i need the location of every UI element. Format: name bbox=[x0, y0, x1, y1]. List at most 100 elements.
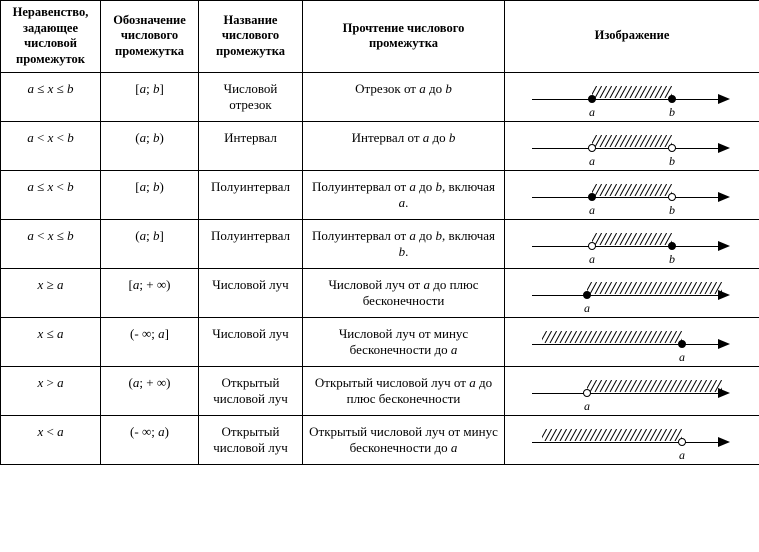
table-row: a < x < b(a; b)ИнтервалИнтервал от a до … bbox=[1, 121, 759, 170]
arrowhead-icon bbox=[718, 192, 730, 202]
endpoint-a bbox=[678, 340, 686, 348]
arrowhead-icon bbox=[718, 94, 730, 104]
number-line-diagram: ab bbox=[532, 126, 732, 168]
endpoint-a bbox=[583, 291, 591, 299]
cell-notation: (- ∞; a] bbox=[101, 317, 199, 366]
endpoint-a-label: a bbox=[586, 105, 598, 120]
cell-notation: (a; b) bbox=[101, 121, 199, 170]
endpoint-a-label: a bbox=[676, 350, 688, 365]
intervals-table: Неравенство, задающее числовой промежуто… bbox=[0, 0, 759, 465]
cell-image: ab bbox=[505, 170, 759, 219]
number-line-diagram: a bbox=[532, 420, 732, 462]
cell-reading: Полуинтервал от a до b, включая b. bbox=[303, 219, 505, 268]
endpoint-a-label: a bbox=[581, 301, 593, 316]
cell-name: Числовой луч bbox=[199, 317, 303, 366]
number-line bbox=[532, 393, 722, 394]
cell-inequality: a < x < b bbox=[1, 121, 101, 170]
hatch-region bbox=[542, 331, 682, 343]
arrowhead-icon bbox=[718, 339, 730, 349]
number-line bbox=[532, 246, 722, 247]
endpoint-a bbox=[588, 95, 596, 103]
table-row: a ≤ x ≤ b[a; b]Числовой отрезокОтрезок о… bbox=[1, 72, 759, 121]
cell-image: a bbox=[505, 366, 759, 415]
hatch-region bbox=[592, 184, 672, 196]
endpoint-a-label: a bbox=[581, 399, 593, 414]
endpoint-b-label: b bbox=[666, 154, 678, 169]
cell-image: ab bbox=[505, 219, 759, 268]
col-name: Название числового промежутка bbox=[199, 1, 303, 73]
number-line-diagram: ab bbox=[532, 224, 732, 266]
endpoint-a bbox=[588, 242, 596, 250]
hatch-region bbox=[592, 233, 672, 245]
cell-name: Открытый числовой луч bbox=[199, 415, 303, 464]
cell-reading: Открытый числовой луч от минус бесконечн… bbox=[303, 415, 505, 464]
col-reading: Прочтение числового промежутка bbox=[303, 1, 505, 73]
cell-notation: (a; + ∞) bbox=[101, 366, 199, 415]
cell-inequality: x ≤ a bbox=[1, 317, 101, 366]
cell-name: Интервал bbox=[199, 121, 303, 170]
number-line-diagram: ab bbox=[532, 77, 732, 119]
cell-notation: [a; b] bbox=[101, 72, 199, 121]
endpoint-b bbox=[668, 95, 676, 103]
cell-name: Числовой отрезок bbox=[199, 72, 303, 121]
hatch-region bbox=[587, 282, 722, 294]
number-line bbox=[532, 99, 722, 100]
endpoint-a-label: a bbox=[676, 448, 688, 463]
endpoint-a-label: a bbox=[586, 252, 598, 267]
cell-inequality: x > a bbox=[1, 366, 101, 415]
table-row: a ≤ x < b[a; b)ПолуинтервалПолуинтервал … bbox=[1, 170, 759, 219]
cell-inequality: a < x ≤ b bbox=[1, 219, 101, 268]
hatch-region bbox=[592, 135, 672, 147]
endpoint-b bbox=[668, 242, 676, 250]
cell-reading: Полуинтервал от a до b, включая a. bbox=[303, 170, 505, 219]
number-line bbox=[532, 148, 722, 149]
col-inequality: Неравенство, задающее числовой промежуто… bbox=[1, 1, 101, 73]
col-notation: Обозначение числового промежутка bbox=[101, 1, 199, 73]
number-line-diagram: a bbox=[532, 322, 732, 364]
number-line-diagram: a bbox=[532, 273, 732, 315]
endpoint-a-label: a bbox=[586, 203, 598, 218]
table-header: Неравенство, задающее числовой промежуто… bbox=[1, 1, 759, 73]
number-line bbox=[532, 197, 722, 198]
cell-notation: (a; b] bbox=[101, 219, 199, 268]
cell-image: ab bbox=[505, 121, 759, 170]
cell-name: Открытый числовой луч bbox=[199, 366, 303, 415]
cell-notation: [a; b) bbox=[101, 170, 199, 219]
table-row: x < a(- ∞; a)Открытый числовой лучОткрыт… bbox=[1, 415, 759, 464]
endpoint-a-label: a bbox=[586, 154, 598, 169]
cell-image: ab bbox=[505, 72, 759, 121]
cell-notation: (- ∞; a) bbox=[101, 415, 199, 464]
cell-name: Числовой луч bbox=[199, 268, 303, 317]
cell-image: a bbox=[505, 415, 759, 464]
endpoint-a bbox=[588, 144, 596, 152]
cell-reading: Отрезок от a до b bbox=[303, 72, 505, 121]
cell-inequality: a ≤ x ≤ b bbox=[1, 72, 101, 121]
table-row: x ≥ a[a; + ∞)Числовой лучЧисловой луч от… bbox=[1, 268, 759, 317]
cell-inequality: a ≤ x < b bbox=[1, 170, 101, 219]
arrowhead-icon bbox=[718, 437, 730, 447]
hatch-region bbox=[592, 86, 672, 98]
endpoint-a bbox=[583, 389, 591, 397]
number-line bbox=[532, 344, 722, 345]
endpoint-b bbox=[668, 193, 676, 201]
cell-notation: [a; + ∞) bbox=[101, 268, 199, 317]
cell-name: Полуинтервал bbox=[199, 170, 303, 219]
endpoint-a bbox=[678, 438, 686, 446]
cell-image: a bbox=[505, 268, 759, 317]
hatch-region bbox=[587, 380, 722, 392]
arrowhead-icon bbox=[718, 143, 730, 153]
number-line-diagram: ab bbox=[532, 175, 732, 217]
endpoint-b-label: b bbox=[666, 252, 678, 267]
cell-reading: Числовой луч от минус бесконечности до a bbox=[303, 317, 505, 366]
endpoint-b-label: b bbox=[666, 203, 678, 218]
number-line bbox=[532, 295, 722, 296]
endpoint-b-label: b bbox=[666, 105, 678, 120]
hatch-region bbox=[542, 429, 682, 441]
cell-inequality: x ≥ a bbox=[1, 268, 101, 317]
cell-inequality: x < a bbox=[1, 415, 101, 464]
cell-reading: Числовой луч от a до плюс бесконечности bbox=[303, 268, 505, 317]
number-line-diagram: a bbox=[532, 371, 732, 413]
endpoint-b bbox=[668, 144, 676, 152]
col-image: Изображение bbox=[505, 1, 759, 73]
table-row: x ≤ a(- ∞; a]Числовой лучЧисловой луч от… bbox=[1, 317, 759, 366]
